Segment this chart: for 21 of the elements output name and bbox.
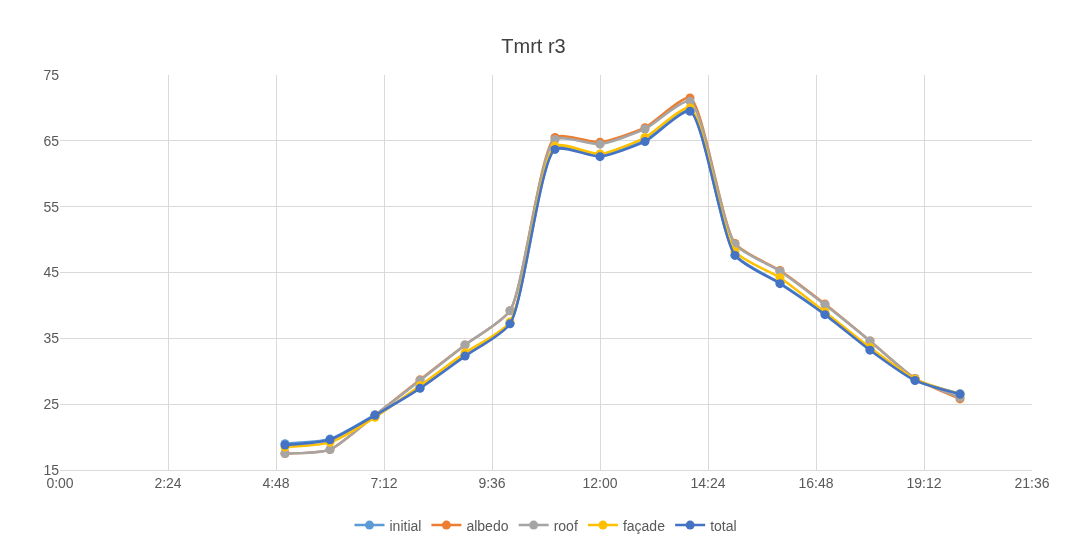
legend-label: total [710, 517, 737, 534]
chart-title: Tmrt r3 [501, 34, 566, 57]
legend-label: albedo [466, 517, 509, 534]
y-tick-label: 75 [43, 66, 60, 83]
x-tick-label: 19:12 [906, 474, 942, 491]
legend-label: initial [389, 517, 422, 534]
y-tick-label: 55 [43, 198, 60, 215]
x-tick-label: 7:12 [370, 474, 398, 491]
x-tick-label: 12:00 [582, 474, 618, 491]
legend-label: roof [553, 517, 578, 534]
x-tick-label: 16:48 [798, 474, 834, 491]
legend-label: façade [622, 517, 666, 534]
y-tick-label: 35 [43, 330, 60, 347]
x-tick-label: 21:36 [1014, 474, 1050, 491]
y-tick-label: 25 [43, 396, 60, 413]
y-tick-label: 65 [43, 132, 60, 149]
x-tick-label: 14:24 [690, 474, 726, 491]
x-tick-label: 4:48 [262, 474, 290, 491]
x-tick-label: 9:36 [478, 474, 506, 491]
y-tick-label: 45 [43, 264, 60, 281]
x-tick-label: 2:24 [154, 474, 182, 491]
